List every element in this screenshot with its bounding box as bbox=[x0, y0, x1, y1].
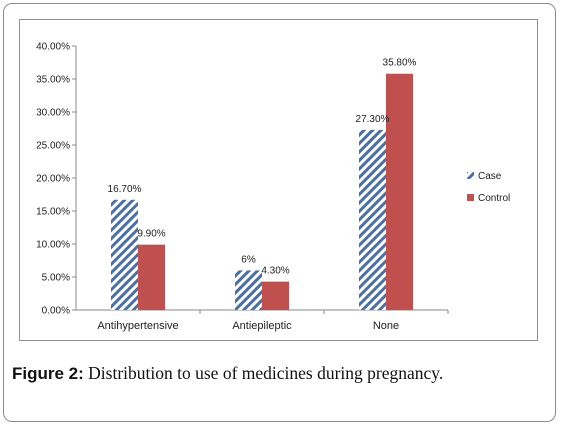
x-tick-label: None bbox=[373, 320, 399, 332]
data-label: 9.90% bbox=[137, 229, 165, 240]
y-tick-label: 0.00% bbox=[42, 306, 70, 317]
y-tick-label: 30.00% bbox=[36, 108, 70, 119]
bar-case bbox=[111, 199, 138, 310]
y-tick-label: 20.00% bbox=[36, 174, 70, 185]
y-tick-label: 5.00% bbox=[42, 273, 70, 284]
legend-label: Control bbox=[478, 193, 510, 204]
legend-label: Case bbox=[478, 171, 502, 182]
y-tick-label: 35.00% bbox=[36, 75, 70, 86]
legend-swatch bbox=[467, 194, 474, 201]
y-tick-label: 10.00% bbox=[36, 240, 70, 251]
bar-control bbox=[138, 244, 165, 310]
caption-text: Distribution to use of medicines during … bbox=[83, 363, 444, 383]
x-tick-label: Antiepileptic bbox=[232, 320, 292, 332]
y-tick-label: 40.00% bbox=[36, 42, 70, 53]
bar-case bbox=[359, 129, 386, 310]
bar-control bbox=[262, 281, 289, 310]
data-label: 6% bbox=[241, 254, 256, 265]
y-tick-label: 15.00% bbox=[36, 207, 70, 218]
y-tick-label: 25.00% bbox=[36, 141, 70, 152]
bar-control bbox=[386, 73, 413, 310]
data-label: 27.30% bbox=[356, 114, 390, 125]
data-label: 4.30% bbox=[261, 266, 289, 277]
legend-swatch bbox=[467, 172, 474, 179]
caption-lead: Figure 2: bbox=[12, 364, 84, 383]
data-label: 35.80% bbox=[383, 58, 417, 69]
data-label: 16.70% bbox=[108, 184, 142, 195]
bar-case bbox=[235, 270, 262, 310]
figure-caption: Figure 2: Distribution to use of medicin… bbox=[12, 363, 552, 384]
x-tick-label: Antihypertensive bbox=[97, 320, 178, 332]
